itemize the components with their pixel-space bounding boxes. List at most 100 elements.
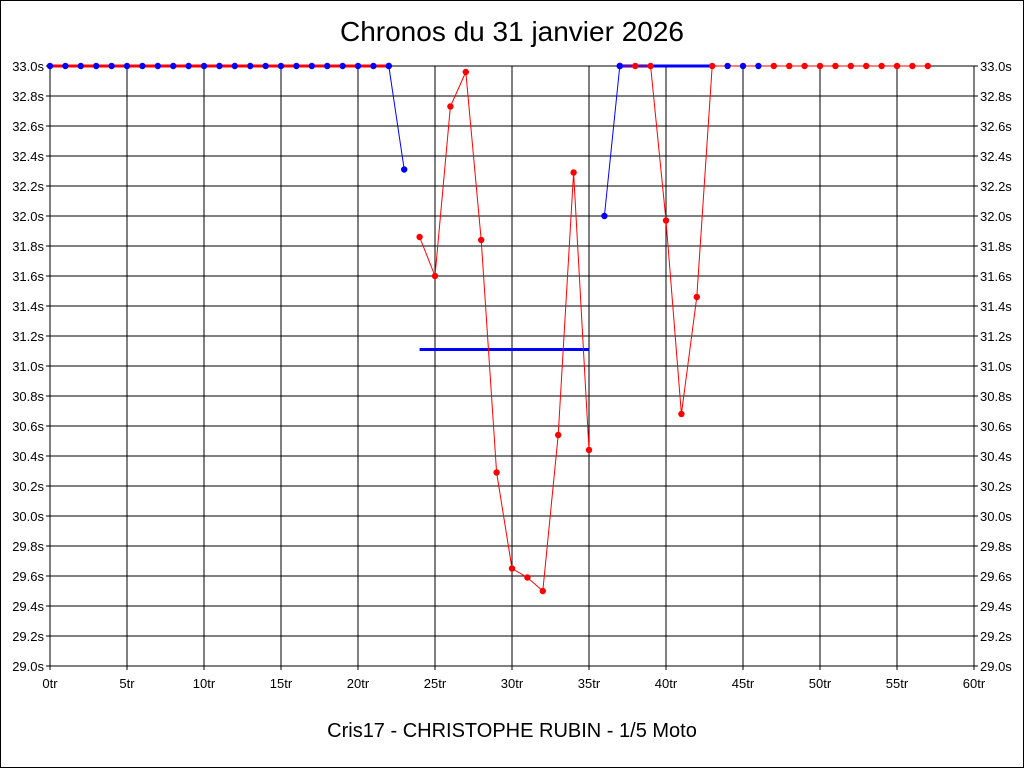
data-point xyxy=(123,62,131,70)
data-point xyxy=(447,103,454,110)
data-point xyxy=(62,62,69,70)
y-tick-label-left: 29.0s xyxy=(12,659,44,674)
data-point xyxy=(262,62,269,70)
data-point xyxy=(216,62,223,70)
data-point xyxy=(431,272,439,280)
y-tick-label-left: 30.2s xyxy=(12,479,44,494)
chart-footer: Cris17 - CHRISTOPHE RUBIN - 1/5 Moto xyxy=(327,720,697,742)
data-point xyxy=(93,62,100,70)
data-point xyxy=(231,62,238,70)
data-point xyxy=(662,217,670,224)
y-tick-label-left: 30.6s xyxy=(12,419,44,434)
data-point xyxy=(863,62,870,70)
data-point xyxy=(524,574,531,581)
data-point xyxy=(585,446,593,454)
data-point xyxy=(832,62,839,70)
y-tick-label-left: 30.0s xyxy=(12,509,44,524)
y-tick-label-right: 29.8s xyxy=(980,539,1012,554)
data-point xyxy=(324,62,331,70)
x-tick-label: 40tr xyxy=(655,676,678,691)
data-point xyxy=(632,62,639,70)
y-tick-label-right: 30.2s xyxy=(980,479,1012,494)
y-tick-label-right: 32.6s xyxy=(980,119,1012,134)
data-point xyxy=(370,62,377,70)
y-tick-label-left: 31.6s xyxy=(12,269,44,284)
data-point xyxy=(739,62,747,70)
data-point xyxy=(724,62,731,70)
y-tick-label-right: 29.2s xyxy=(980,629,1012,644)
data-point xyxy=(247,62,254,70)
x-tick-label: 50tr xyxy=(809,676,832,691)
y-tick-label-right: 30.0s xyxy=(980,509,1012,524)
x-tick-label: 10tr xyxy=(193,676,216,691)
data-point xyxy=(385,62,392,70)
y-tick-label-left: 32.4s xyxy=(12,149,44,164)
y-tick-label-right: 31.4s xyxy=(980,299,1012,314)
y-tick-label-left: 30.8s xyxy=(12,389,44,404)
x-tick-label: 5tr xyxy=(119,676,135,691)
y-tick-label-right: 32.8s xyxy=(980,89,1012,104)
y-tick-label-right: 32.0s xyxy=(980,209,1012,224)
x-tick-label: 30tr xyxy=(501,676,524,691)
data-point xyxy=(647,62,654,70)
y-tick-label-right: 31.2s xyxy=(980,329,1012,344)
x-tick-label: 45tr xyxy=(732,676,755,691)
data-point xyxy=(601,212,608,220)
y-tick-label-left: 29.2s xyxy=(12,629,44,644)
y-tick-label-right: 31.6s xyxy=(980,269,1012,284)
data-point xyxy=(200,62,208,70)
data-point xyxy=(755,62,762,70)
data-point xyxy=(354,62,362,70)
y-tick-label-left: 29.8s xyxy=(12,539,44,554)
x-tick-label: 55tr xyxy=(886,676,909,691)
data-point xyxy=(185,62,192,70)
y-tick-label-left: 30.4s xyxy=(12,449,44,464)
x-tick-label: 60tr xyxy=(963,676,986,691)
data-point xyxy=(770,62,777,70)
data-point xyxy=(46,62,54,70)
data-point xyxy=(154,62,161,70)
y-tick-label-right: 31.0s xyxy=(980,359,1012,374)
data-point xyxy=(478,236,485,244)
x-tick-label: 20tr xyxy=(347,676,370,691)
y-tick-label-left: 31.8s xyxy=(12,239,44,254)
y-tick-label-right: 29.0s xyxy=(980,659,1012,674)
series-line xyxy=(603,65,621,217)
data-point xyxy=(801,62,808,70)
y-tick-label-left: 31.2s xyxy=(12,329,44,344)
x-tick-label: 0tr xyxy=(42,676,58,691)
y-tick-label-left: 31.4s xyxy=(12,299,44,314)
y-tick-label-right: 30.6s xyxy=(980,419,1012,434)
chart-title: Chronos du 31 janvier 2026 xyxy=(339,16,684,47)
data-point xyxy=(786,62,793,70)
data-point xyxy=(616,62,623,70)
y-tick-label-left: 29.4s xyxy=(12,599,44,614)
x-tick-label: 35tr xyxy=(578,676,601,691)
data-point xyxy=(570,169,577,176)
y-tick-label-right: 30.4s xyxy=(980,449,1012,464)
data-point xyxy=(293,62,300,70)
y-tick-label-left: 32.8s xyxy=(12,89,44,104)
data-point xyxy=(909,62,916,70)
data-point xyxy=(493,469,500,476)
series-line xyxy=(388,65,405,170)
data-point xyxy=(77,62,85,70)
data-point xyxy=(139,62,146,70)
data-point xyxy=(401,166,408,173)
y-tick-label-right: 32.2s xyxy=(980,179,1012,194)
data-point xyxy=(893,62,901,70)
data-point xyxy=(170,62,177,70)
data-point xyxy=(277,62,285,70)
y-tick-label-right: 33.0s xyxy=(980,59,1012,74)
data-point xyxy=(416,233,423,241)
data-point xyxy=(709,62,716,70)
y-tick-label-right: 30.8s xyxy=(980,389,1012,404)
data-point xyxy=(108,62,115,70)
data-point xyxy=(847,62,854,70)
data-point xyxy=(693,293,700,301)
data-point xyxy=(308,62,315,70)
x-tick-label: 15tr xyxy=(270,676,293,691)
data-point xyxy=(878,62,885,70)
y-tick-label-right: 29.4s xyxy=(980,599,1012,614)
y-tick-label-right: 32.4s xyxy=(980,149,1012,164)
